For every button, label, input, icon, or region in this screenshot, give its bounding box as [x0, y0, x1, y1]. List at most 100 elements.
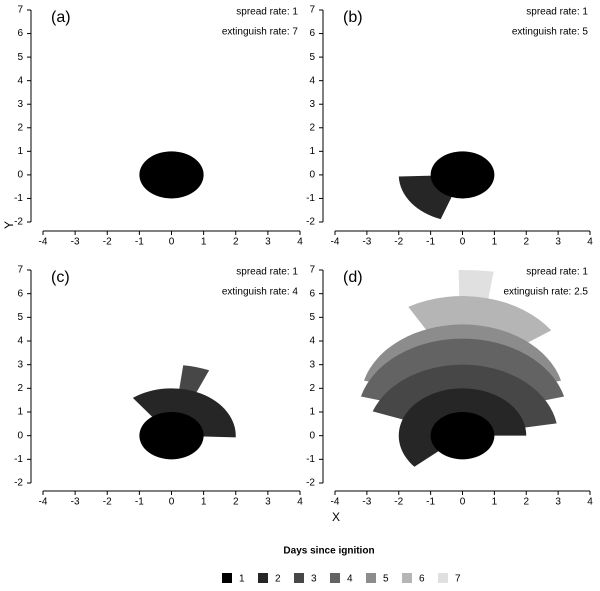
annotation: spread rate: 1 [236, 7, 298, 18]
y-axis-label: Y [2, 221, 16, 229]
x-tick-label: -2 [394, 497, 403, 508]
legend-swatch [294, 573, 304, 583]
y-tick-label: -1 [306, 193, 315, 204]
legend-label: 7 [455, 574, 461, 585]
y-tick-label: 3 [17, 359, 23, 370]
y-tick-label: 7 [17, 5, 23, 16]
x-tick-label: -1 [426, 237, 435, 248]
x-tick-label: -3 [71, 497, 80, 508]
x-tick-label: 2 [523, 497, 529, 508]
y-tick-label: 4 [309, 336, 315, 347]
x-tick-label: -3 [362, 237, 371, 248]
burn-area [139, 151, 204, 199]
x-tick-label: 4 [587, 237, 593, 248]
x-tick-label: 0 [460, 497, 466, 508]
x-tick-label: 1 [201, 237, 207, 248]
x-tick-label: 3 [555, 497, 561, 508]
y-tick-label: -2 [14, 217, 23, 228]
y-tick-label: 1 [309, 146, 315, 157]
x-tick-label: 4 [297, 237, 303, 248]
legend-swatch [438, 573, 448, 583]
y-tick-label: 6 [309, 288, 315, 299]
y-tick-label: 5 [17, 312, 23, 323]
panel-label: (a) [51, 9, 71, 26]
x-tick-label: -4 [39, 497, 48, 508]
legend-swatch [330, 573, 340, 583]
x-tick-label: 2 [233, 497, 239, 508]
y-tick-label: 0 [17, 170, 23, 181]
y-tick-label: 7 [17, 265, 23, 276]
y-tick-label: 1 [309, 407, 315, 418]
x-tick-label: 2 [523, 237, 529, 248]
x-tick-label: 3 [555, 237, 561, 248]
burn-sector [132, 388, 236, 438]
x-tick-label: -4 [39, 237, 48, 248]
y-tick-label: 6 [17, 288, 23, 299]
x-tick-label: 0 [169, 497, 175, 508]
legend-label: 3 [311, 574, 317, 585]
y-tick-label: 2 [17, 122, 23, 133]
legend-swatch [222, 573, 232, 583]
x-tick-label: -1 [426, 497, 435, 508]
y-tick-label: 4 [17, 75, 23, 86]
x-tick-label: 4 [297, 497, 303, 508]
y-tick-label: 4 [17, 336, 23, 347]
x-tick-label: 1 [492, 497, 498, 508]
x-tick-label: -2 [394, 237, 403, 248]
y-tick-label: -1 [14, 454, 23, 465]
y-tick-label: 3 [309, 359, 315, 370]
legend-label: 5 [383, 574, 389, 585]
annotation: spread rate: 1 [236, 267, 298, 278]
y-tick-label: 5 [309, 52, 315, 63]
legend-label: 4 [347, 574, 353, 585]
x-tick-label: -1 [135, 497, 144, 508]
annotation: extinguish rate: 5 [512, 27, 589, 38]
y-tick-label: -1 [306, 454, 315, 465]
y-tick-label: 1 [17, 146, 23, 157]
panel-label: (d) [343, 269, 363, 286]
y-tick-label: 6 [17, 28, 23, 39]
legend-label: 6 [419, 574, 425, 585]
y-tick-label: 0 [309, 170, 315, 181]
x-tick-label: -4 [331, 497, 340, 508]
y-tick-label: 3 [17, 99, 23, 110]
y-tick-label: 1 [17, 407, 23, 418]
y-tick-label: 0 [17, 430, 23, 441]
x-tick-label: 2 [233, 237, 239, 248]
y-tick-label: 4 [309, 75, 315, 86]
x-axis-label: X [332, 510, 340, 524]
y-tick-label: 7 [309, 265, 315, 276]
annotation: extinguish rate: 7 [222, 27, 299, 38]
burn-area [430, 151, 495, 199]
legend-swatch [366, 573, 376, 583]
x-tick-label: 1 [492, 237, 498, 248]
y-tick-label: 2 [309, 383, 315, 394]
burn-area [139, 412, 204, 460]
y-tick-label: 2 [17, 383, 23, 394]
y-tick-label: -2 [306, 478, 315, 489]
y-tick-label: 2 [309, 122, 315, 133]
y-tick-label: -2 [306, 217, 315, 228]
legend-swatch [258, 573, 268, 583]
panel-label: (c) [51, 269, 70, 286]
y-tick-label: 5 [17, 52, 23, 63]
x-tick-label: -2 [103, 497, 112, 508]
y-tick-label: 3 [309, 99, 315, 110]
x-tick-label: -4 [331, 237, 340, 248]
y-tick-label: 7 [309, 5, 315, 16]
annotation: spread rate: 1 [526, 7, 588, 18]
legend-title: Days since ignition [283, 546, 374, 557]
y-tick-label: 0 [309, 430, 315, 441]
y-tick-label: -1 [14, 193, 23, 204]
annotation: spread rate: 1 [526, 267, 588, 278]
annotation: extinguish rate: 2.5 [504, 287, 589, 298]
x-tick-label: 0 [460, 237, 466, 248]
y-tick-label: 5 [309, 312, 315, 323]
burn-area [430, 412, 495, 460]
y-tick-label: -2 [14, 478, 23, 489]
x-tick-label: 0 [169, 237, 175, 248]
panel-label: (b) [343, 9, 363, 26]
x-tick-label: -3 [71, 237, 80, 248]
legend-label: 1 [239, 574, 245, 585]
